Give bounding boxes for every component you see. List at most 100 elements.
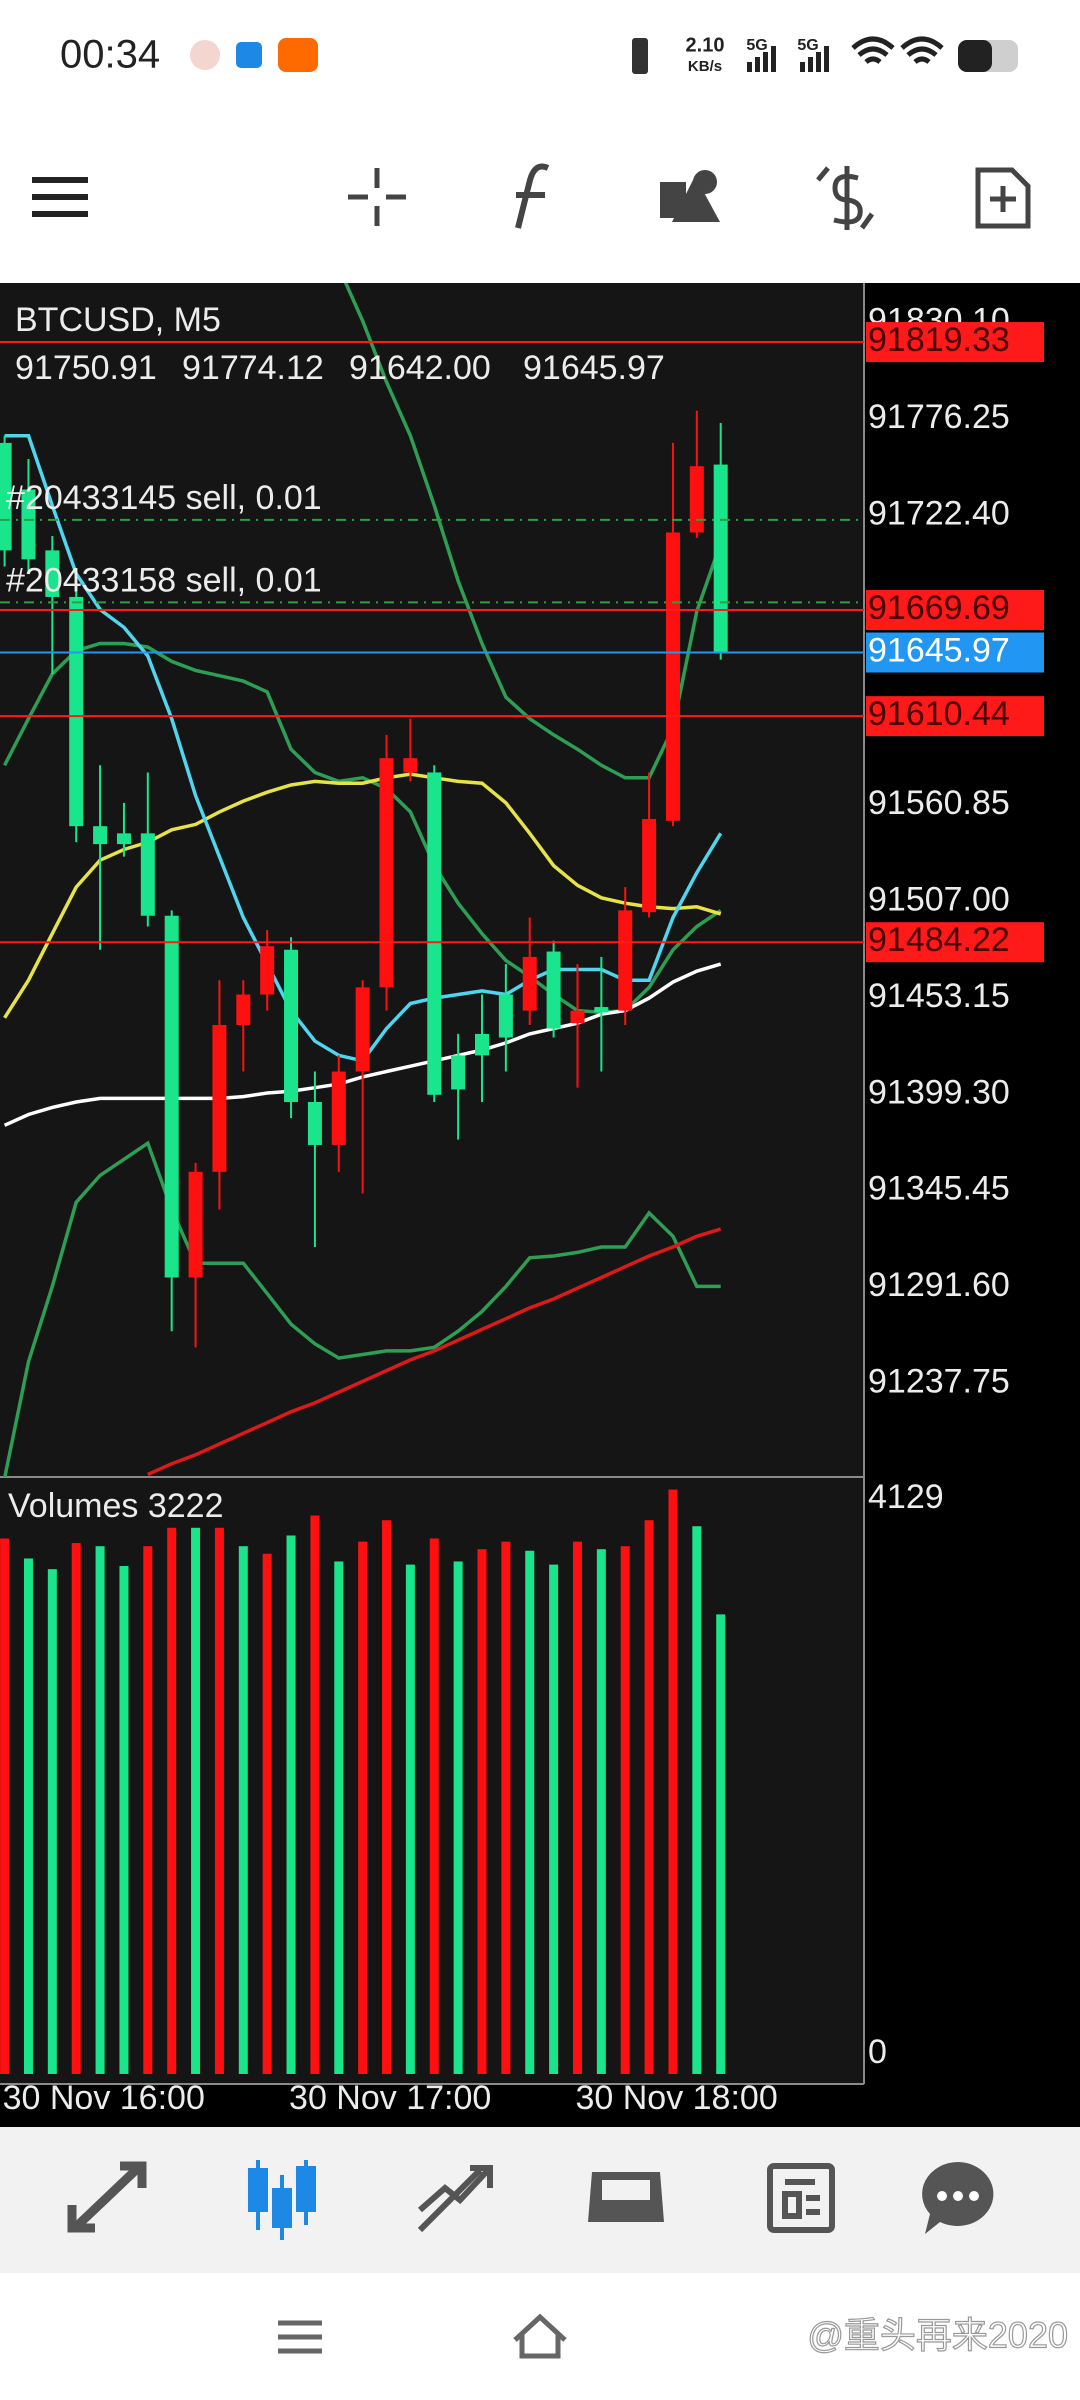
- y-tick-label: 91507.00: [868, 880, 1010, 918]
- indicator-line: [3, 1140, 721, 1477]
- price-label-box: [866, 922, 1044, 963]
- price-label: 91610.44: [868, 695, 1010, 733]
- candle-body: [260, 946, 275, 995]
- watermark: @重头再来2020: [807, 2315, 1068, 2356]
- trade-tab[interactable]: [417, 2165, 493, 2233]
- order-label: #20433145 sell, 0.01: [6, 479, 322, 517]
- volume-bar: [453, 1561, 463, 2074]
- chart-tab[interactable]: [248, 2160, 316, 2240]
- x-tick-label: 30 Nov 18:00: [575, 2079, 777, 2117]
- menu-button[interactable]: [32, 177, 88, 217]
- price-label-box: [866, 322, 1044, 363]
- volume-bar: [429, 1538, 439, 2074]
- history-tab[interactable]: [588, 2172, 664, 2222]
- volume-bar: [405, 1564, 415, 2074]
- candle-body: [594, 1007, 609, 1013]
- candle-body: [0, 442, 12, 551]
- candle-body: [570, 1010, 585, 1024]
- volume-bar: [716, 1614, 726, 2074]
- ohlc-value: 91774.12: [182, 349, 324, 387]
- recents-button[interactable]: [278, 2320, 322, 2354]
- candle-body: [403, 758, 418, 773]
- net-speed: 2.10: [686, 34, 725, 56]
- app-icon: [278, 38, 318, 72]
- price-label: 91669.69: [868, 589, 1010, 627]
- candle-body: [618, 910, 633, 1011]
- crosshair-button[interactable]: [348, 168, 406, 226]
- quotes-tab[interactable]: [67, 2161, 147, 2233]
- x-tick-label: 30 Nov 17:00: [289, 2079, 491, 2117]
- volume-bar: [334, 1561, 344, 2074]
- symbol-title: BTCUSD, M5: [15, 301, 221, 339]
- price-label: 91484.22: [868, 921, 1010, 959]
- volume-bar: [596, 1549, 606, 2074]
- y-tick-label: 91237.75: [868, 1363, 1010, 1401]
- volume-bar: [549, 1564, 559, 2074]
- vibrate-icon: [632, 38, 648, 74]
- y-tick-label: 91399.30: [868, 1073, 1010, 1111]
- volume-bar: [572, 1541, 582, 2074]
- chart-overlay: #20433145 sell, 0.01 #20433158 sell, 0.01…: [3, 301, 1044, 2117]
- candle-body: [427, 772, 442, 1095]
- signal-type: 5G: [746, 37, 767, 54]
- tab-bar: [0, 2127, 1080, 2273]
- volume-bar: [23, 1558, 33, 2074]
- new-order-button[interactable]: [975, 167, 1031, 229]
- chat-tab[interactable]: [922, 2162, 994, 2234]
- price-plot: [0, 283, 864, 1477]
- volume-bar: [191, 1527, 201, 2074]
- volume-title: Volumes 3222: [8, 1487, 224, 1525]
- system-nav: [0, 2273, 1080, 2400]
- candle-body: [642, 819, 657, 913]
- candle-body: [498, 994, 513, 1038]
- y-tick-label: 91453.15: [868, 977, 1010, 1015]
- objects-button[interactable]: [660, 170, 720, 222]
- ohlc-value: 91642.00: [349, 349, 491, 387]
- candle-body: [93, 826, 108, 845]
- volume-bar: [525, 1550, 535, 2074]
- wifi-icon: [900, 36, 944, 64]
- candle-body: [236, 994, 251, 1025]
- volume-bar: [358, 1541, 368, 2074]
- news-tab[interactable]: [767, 2163, 835, 2233]
- price-label-box: [866, 632, 1044, 673]
- volume-bar: [238, 1546, 248, 2074]
- trade-button[interactable]: [816, 166, 875, 230]
- volume-bar: [382, 1520, 392, 2074]
- indicator-line: [343, 283, 723, 780]
- volume-bar: [143, 1546, 153, 2074]
- status-bar: [0, 0, 1080, 115]
- volume-bar: [644, 1520, 654, 2074]
- candle-body: [379, 758, 394, 988]
- candle-body: [665, 532, 680, 821]
- price-label: 91819.33: [868, 321, 1010, 359]
- net-unit: KB/s: [688, 58, 722, 75]
- y-tick-label: 91722.40: [868, 495, 1010, 533]
- ohlc-value: 91750.91: [15, 349, 157, 387]
- volume-bar: [95, 1546, 105, 2074]
- home-button[interactable]: [513, 2313, 567, 2359]
- volume-bar: [668, 1489, 678, 2074]
- candle-body: [307, 1101, 322, 1145]
- candle-body: [451, 1055, 466, 1090]
- toolbar: [0, 115, 1080, 283]
- volume-bar: [477, 1549, 487, 2074]
- ohlc-value: 91645.97: [523, 349, 665, 387]
- candle-body: [188, 1171, 203, 1278]
- indicators-button[interactable]: [515, 163, 550, 229]
- y-tick-label: 91291.60: [868, 1266, 1010, 1304]
- volume-bar: [0, 1538, 10, 2074]
- volume-bar: [286, 1535, 296, 2074]
- candle-body: [21, 489, 36, 560]
- candle-body: [45, 550, 60, 597]
- candle-body: [522, 956, 537, 1011]
- candle-body: [116, 833, 131, 845]
- signal-bars: [747, 46, 776, 72]
- candle-body: [212, 1024, 227, 1172]
- volume-tick-label: 4129: [868, 1478, 944, 1516]
- y-tick-label: 91560.85: [868, 784, 1010, 822]
- signal-bars: [800, 46, 829, 72]
- app-icon: [236, 42, 262, 68]
- volume-tick-label: 0: [868, 2033, 887, 2071]
- volume-bar: [310, 1515, 320, 2074]
